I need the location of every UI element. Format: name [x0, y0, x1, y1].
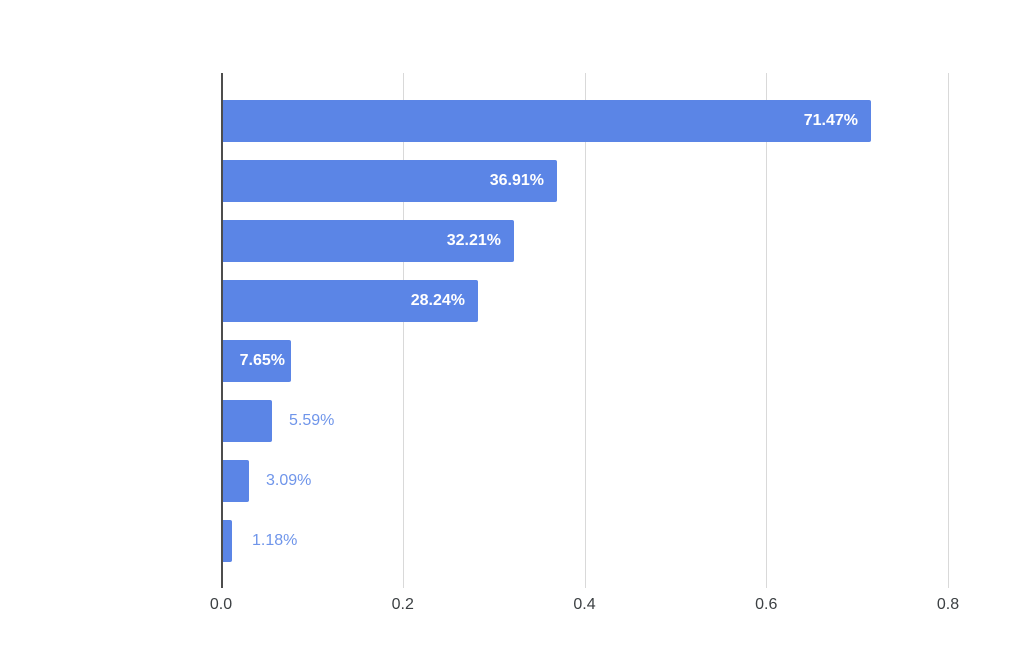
bar[interactable] — [221, 400, 272, 442]
bar[interactable] — [221, 340, 291, 382]
bar-row: Can't remember 1.18% — [221, 511, 948, 571]
bar-value-label: 32.21% — [446, 232, 501, 249]
bar-value-label: 7.65% — [239, 352, 285, 369]
bar-row: Through sharing by friends or family 7.6… — [221, 331, 948, 391]
bar-value-label: 36.91% — [489, 172, 544, 189]
gridline-0.4 — [584, 73, 586, 588]
y-axis-line — [221, 73, 223, 588]
x-tick-label: 0.4 — [573, 596, 596, 613]
x-tick-label: 0.8 — [936, 596, 960, 613]
bar[interactable] — [221, 160, 557, 202]
bar-row: Search for keywords on search engines 36… — [221, 151, 948, 211]
plot-area: TFC LINE account 71.47% Search for keywo… — [221, 73, 949, 588]
bar[interactable] — [221, 520, 232, 562]
bar-value-label: 5.59% — [289, 412, 335, 429]
bar[interactable] — [221, 220, 514, 262]
x-tick-label: 0.2 — [391, 596, 414, 613]
bar-row: TFC LINE account 71.47% — [221, 91, 948, 151]
bar-row: Through portals like Yahoo! News 3.09% — [221, 451, 948, 511]
gridline-0.2 — [402, 73, 404, 588]
bar-row: Websites of other media outlets 5.59% — [221, 391, 948, 451]
x-tick-label: 0.0 — [209, 596, 233, 613]
bar[interactable] — [221, 280, 478, 322]
bar-value-label: 1.18% — [252, 532, 298, 549]
bar-value-label: 28.24% — [410, 292, 465, 309]
bar-row: Visit the TFC website 28.24% — [221, 271, 948, 331]
bar-value-label: 71.47% — [803, 112, 858, 129]
bar[interactable] — [221, 100, 871, 142]
bar-value-label: 3.09% — [266, 472, 312, 489]
bar-row: TFC social media posts 32.21% — [221, 211, 948, 271]
gridline-0.6 — [766, 73, 768, 588]
gridline-0.8 — [948, 73, 949, 588]
x-tick-label: 0.6 — [755, 596, 778, 613]
bar[interactable] — [221, 460, 250, 502]
